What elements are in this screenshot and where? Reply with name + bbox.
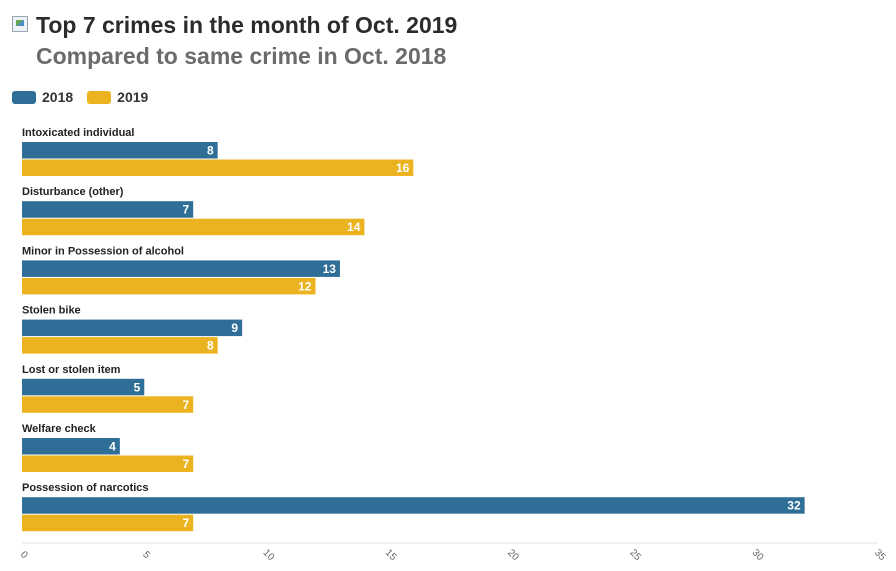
x-tick-label: 35 [872, 547, 888, 563]
bar-2018[interactable] [22, 260, 340, 277]
x-tick-label: 30 [750, 547, 766, 563]
bar-group: Disturbance (other) 7 14 [22, 186, 365, 236]
legend-label-2019: 2019 [117, 89, 149, 105]
broken-image-icon [12, 16, 28, 32]
chart-title: Top 7 crimes in the month of Oct. 2019 [36, 12, 458, 38]
category-label: Welfare check [22, 423, 97, 435]
data-label: 5 [134, 380, 141, 394]
data-label: 7 [183, 516, 190, 530]
data-label: 16 [396, 161, 410, 175]
data-label: 13 [323, 262, 337, 276]
bar-2018[interactable] [22, 142, 218, 159]
legend-label-2018: 2018 [42, 89, 74, 105]
bar-2018[interactable] [22, 378, 145, 396]
legend-item-2019[interactable]: 2019 [87, 89, 148, 105]
bar-group: Stolen bike 9 8 [22, 305, 243, 354]
bar-2019[interactable] [22, 218, 365, 236]
data-label: 32 [787, 499, 801, 513]
bar-group: Possession of narcotics 32 7 [22, 482, 805, 532]
bar-2019[interactable] [22, 337, 218, 354]
x-tick-label: 20 [505, 547, 521, 563]
category-label: Lost or stolen item [22, 364, 121, 376]
category-label: Disturbance (other) [22, 186, 124, 198]
x-tick-label: 10 [261, 547, 277, 563]
bar-group: Welfare check 4 7 [22, 423, 194, 473]
legend-swatch-2018 [12, 90, 36, 104]
bar-2018[interactable] [22, 497, 805, 514]
data-label: 7 [183, 457, 190, 471]
data-label: 4 [109, 440, 116, 454]
data-label: 8 [207, 339, 214, 353]
bar-2019[interactable] [22, 277, 316, 295]
bar-group: Lost or stolen item 5 7 [22, 364, 194, 413]
bar-2018[interactable] [22, 319, 243, 337]
legend-item-2018[interactable]: 2018 [12, 89, 73, 105]
bar-2019[interactable] [22, 514, 194, 532]
data-label: 7 [183, 203, 190, 217]
x-tick-label: 0 [18, 549, 30, 561]
category-label: Possession of narcotics [22, 482, 149, 494]
x-tick-label: 5 [140, 549, 152, 561]
data-label: 14 [347, 220, 361, 234]
category-label: Intoxicated individual [22, 127, 134, 139]
legend-swatch-2019 [87, 90, 112, 104]
chart-subtitle: Compared to same crime in Oct. 2018 [36, 43, 447, 69]
legend: 2018 2019 [12, 89, 162, 105]
x-tick-label: 15 [383, 547, 399, 563]
data-label: 8 [207, 144, 214, 158]
bar-2019[interactable] [22, 396, 194, 413]
data-label: 7 [183, 398, 190, 412]
data-label: 9 [231, 321, 238, 335]
bar-2018[interactable] [22, 201, 194, 218]
category-label: Minor in Possession of alcohol [22, 245, 184, 257]
category-label: Stolen bike [22, 305, 81, 317]
bar-2019[interactable] [22, 159, 414, 177]
x-tick-label: 25 [627, 547, 643, 563]
bar-group: Minor in Possession of alcohol 13 12 [22, 245, 340, 295]
data-label: 12 [298, 279, 312, 293]
bar-2018[interactable] [22, 438, 120, 455]
bar-2019[interactable] [22, 455, 194, 473]
bar-group: Intoxicated individual 8 16 [22, 127, 414, 177]
